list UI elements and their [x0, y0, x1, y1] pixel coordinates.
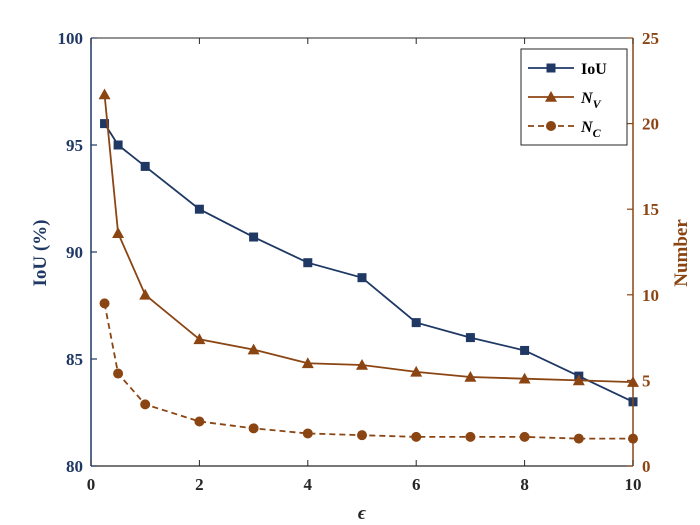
data-point-iou [357, 273, 367, 283]
data-point-nc [99, 298, 110, 309]
data-point-nc [140, 399, 151, 410]
legend-label-nv: NV [580, 90, 602, 111]
data-point-nc [194, 416, 205, 427]
x-tick-label: 10 [625, 475, 642, 494]
data-point-nc [573, 433, 584, 444]
data-point-nv [247, 343, 260, 355]
y-left-tick-label: 100 [58, 29, 84, 48]
legend-marker-nv [545, 91, 557, 102]
data-point-nc [465, 431, 476, 442]
x-tick-label: 0 [87, 475, 96, 494]
y-left-tick-label: 95 [66, 136, 83, 155]
x-tick-label: 6 [412, 475, 421, 494]
data-point-nc [357, 430, 367, 441]
data-point-nc [411, 431, 422, 442]
legend: IoU NV NC [520, 48, 628, 146]
data-point-nv [193, 333, 206, 345]
x-tick-label: 4 [304, 475, 313, 494]
series-nv [98, 88, 639, 387]
data-point-iou [303, 258, 313, 268]
data-point-nc [302, 428, 313, 439]
data-point-nc [248, 423, 259, 434]
legend-marker-iou [546, 63, 556, 73]
data-point-iou [465, 333, 475, 343]
data-point-nv [518, 372, 531, 384]
series-layer [98, 88, 639, 444]
y-right-tick-label: 15 [642, 200, 659, 219]
series-nc [99, 298, 638, 444]
y-axis-right-title: Number [671, 219, 692, 287]
y-right-tick-label: 0 [642, 457, 651, 476]
data-point-iou [249, 232, 259, 242]
y-left-tick-label: 90 [66, 243, 83, 262]
data-point-nv [139, 288, 152, 300]
y-right-tick-label: 25 [642, 29, 659, 48]
data-point-nv [112, 227, 125, 238]
data-point-iou [194, 204, 204, 214]
labels-layer: IoU (%) Number ϵ [30, 219, 692, 524]
series-iou [100, 119, 638, 407]
data-point-nv [572, 374, 585, 386]
x-axis-title: ϵ [358, 503, 367, 524]
y-left-tick-label: 85 [66, 350, 83, 369]
data-point-nv [301, 357, 314, 369]
y-left-tick-label: 80 [66, 457, 83, 476]
data-point-iou [140, 161, 150, 171]
y-right-tick-label: 20 [642, 115, 659, 134]
series-line-nc [103, 303, 633, 440]
axes-layer: 0 2 4 6 8 10 80 85 90 95 100 0 5 10 15 20 25 [58, 29, 660, 494]
x-tick-label: 2 [195, 475, 204, 494]
data-point-iou [100, 119, 110, 129]
series-line-nv [103, 94, 634, 384]
x-tick-label: 8 [520, 475, 529, 494]
data-point-nv [356, 358, 368, 370]
legend-marker-nc [546, 121, 556, 131]
y-right-tick-label: 10 [642, 286, 659, 305]
y-right-tick-label: 5 [642, 371, 651, 390]
legend-label-nc: NC [580, 119, 602, 140]
data-point-nv [464, 370, 477, 382]
y-axis-left-title: IoU (%) [30, 219, 51, 286]
series-line-iou [103, 123, 634, 403]
data-point-nc [113, 368, 124, 379]
data-point-iou [520, 345, 530, 355]
data-point-nv [410, 365, 423, 377]
data-point-nv [98, 88, 111, 100]
legend-label-iou: IoU [581, 61, 607, 78]
data-point-iou [113, 140, 123, 150]
data-point-nc [519, 431, 530, 442]
data-point-iou [411, 318, 421, 328]
